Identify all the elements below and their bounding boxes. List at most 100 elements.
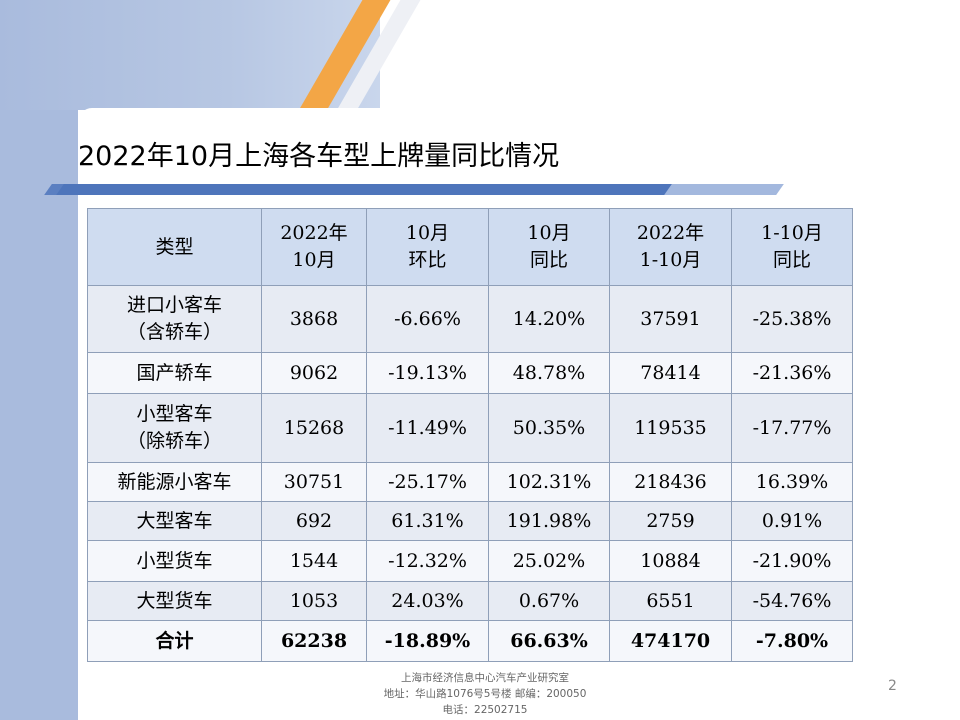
row-value-cell-text: -19.13% (388, 361, 467, 384)
total-label-cell: 合计 (87, 620, 262, 662)
row-value-cell: 15268 (261, 393, 367, 463)
row-value-cell: -21.36% (731, 352, 853, 394)
header-cell-text: 2022年 (280, 222, 348, 244)
row-value-cell-text: 191.98% (506, 509, 592, 532)
row-type-cell: 小型客车 （除轿车） (87, 393, 262, 463)
table-row: 大型货车 1053 24.03% 0.67% 6551 -54.76% (87, 581, 853, 621)
footer-address: 地址：华山路1076号5号楼 邮编：200050 (383, 688, 587, 700)
total-value-cell: 66.63% (488, 620, 610, 662)
header-cell-text-line2: 1-10月 (639, 249, 702, 271)
row-type-cell: 进口小客车 （含轿车） (87, 285, 262, 353)
header-cell-text: 类型 (155, 235, 194, 258)
header-cell: 1-10月 同比 (731, 208, 853, 286)
row-type-cell: 新能源小客车 (87, 462, 262, 502)
row-value-cell-text: 6551 (646, 589, 695, 612)
row-value-cell-text: 1544 (289, 549, 339, 572)
header-cell-text: 10月 (527, 222, 571, 244)
row-value-cell: 692 (261, 501, 367, 541)
page-number: 2 (888, 678, 897, 694)
row-type-cell-text: 新能源小客车 (117, 470, 232, 493)
row-value-cell: 6551 (609, 581, 732, 621)
header-cell-text-line2: 环比 (408, 249, 447, 271)
row-value-cell-text: 14.20% (512, 307, 586, 330)
row-value-cell-text: 37591 (640, 307, 701, 330)
row-value-cell-text: 692 (295, 509, 333, 532)
row-value-cell: 14.20% (488, 285, 610, 353)
row-value-cell: 3868 (261, 285, 367, 353)
row-type-cell: 国产轿车 (87, 352, 262, 394)
slide-title: 2022年10月上海各车型上牌量同比情况 (78, 141, 560, 172)
footer-organization: 上海市经济信息中心汽车产业研究室 (401, 672, 569, 684)
table-row: 大型客车 692 61.31% 191.98% 2759 0.91% (87, 501, 853, 541)
total-value-cell: 474170 (609, 620, 732, 662)
row-value-cell-text: -6.66% (394, 307, 461, 330)
row-value-cell: 218436 (609, 462, 732, 502)
row-type-cell-text-line2: （除轿车） (126, 430, 222, 452)
row-value-cell-text: 0.91% (761, 509, 823, 532)
total-value-cell-text: -7.80% (755, 629, 829, 652)
table-body: 类型 2022年 10月 10月 环比 10月 同比 2022年 1-10月 1-10月 同比 进口小… (87, 208, 853, 662)
row-type-cell-text: 小型客车 (136, 403, 213, 425)
table-row: 进口小客车 （含轿车） 3868 -6.66% 14.20% 37591 -25.38% (87, 285, 853, 353)
header-cell-text: 2022年 (636, 222, 705, 244)
table-total-row: 合计 62238 -18.89% 66.63% 474170 -7.80% (87, 620, 853, 662)
total-value-cell-text: 474170 (630, 629, 711, 652)
row-value-cell: 1053 (261, 581, 367, 621)
row-value-cell-text: 78414 (640, 361, 701, 384)
row-value-cell-text: 24.03% (391, 589, 464, 612)
row-type-cell-text: 大型客车 (136, 509, 213, 532)
row-value-cell: 2759 (609, 501, 732, 541)
row-value-cell-text: 1053 (289, 589, 339, 612)
table-row: 新能源小客车 30751 -25.17% 102.31% 218436 16.39% (87, 462, 853, 502)
row-value-cell: -11.49% (366, 393, 489, 463)
row-value-cell-text: 50.35% (512, 416, 586, 439)
table-row: 小型客车 （除轿车） 15268 -11.49% 50.35% 119535 -17.77% (87, 393, 853, 463)
row-value-cell: 50.35% (488, 393, 610, 463)
row-type-cell: 大型客车 (87, 501, 262, 541)
row-value-cell: -25.17% (366, 462, 489, 502)
title-underline-light (664, 184, 784, 195)
background-left-panel (0, 0, 78, 720)
header-cell: 10月 同比 (488, 208, 610, 286)
row-value-cell-text: -12.32% (388, 549, 467, 572)
header-cell: 类型 (87, 208, 262, 286)
row-value-cell-text: 16.39% (755, 470, 829, 493)
title-underline-bar (56, 184, 676, 195)
row-value-cell: 9062 (261, 352, 367, 394)
row-value-cell: -25.38% (731, 285, 853, 353)
header-cell: 2022年 1-10月 (609, 208, 732, 286)
row-value-cell-text: 0.67% (518, 589, 580, 612)
row-value-cell: 16.39% (731, 462, 853, 502)
registration-table: 类型 2022年 10月 10月 环比 10月 同比 2022年 1-10月 1-10月 同比 进口小… (87, 208, 853, 662)
table-row: 小型货车 1544 -12.32% 25.02% 10884 -21.90% (87, 540, 853, 582)
row-value-cell-text: 48.78% (512, 361, 586, 384)
row-value-cell-text: -25.38% (752, 307, 832, 330)
header-cell-text-line2: 同比 (772, 249, 811, 271)
row-value-cell: -21.90% (731, 540, 853, 582)
row-value-cell-text: 2759 (646, 509, 695, 532)
header-cell: 10月环比 (366, 208, 489, 286)
row-value-cell: -17.77% (731, 393, 853, 463)
row-value-cell-text: 15268 (283, 416, 345, 439)
row-value-cell-text: -17.77% (752, 416, 832, 439)
row-value-cell: -54.76% (731, 581, 853, 621)
row-value-cell: 61.31% (366, 501, 489, 541)
total-value-cell: 62238 (261, 620, 367, 662)
row-value-cell: -12.32% (366, 540, 489, 582)
row-value-cell: 191.98% (488, 501, 610, 541)
row-type-cell-text-line2: （含轿车） (126, 321, 222, 343)
row-value-cell: 25.02% (488, 540, 610, 582)
row-value-cell-text: -54.76% (752, 589, 832, 612)
total-value-cell-text: 66.63% (510, 629, 588, 652)
table-header-row: 类型 2022年 10月 10月 环比 10月 同比 2022年 1-10月 1-10月 同比 (87, 208, 853, 286)
row-value-cell-text: -21.90% (752, 549, 832, 572)
footer-contact: 上海市经济信息中心汽车产业研究室 地址：华山路1076号5号楼 邮编：20005… (340, 670, 630, 718)
row-value-cell: 37591 (609, 285, 732, 353)
row-value-cell: 48.78% (488, 352, 610, 394)
row-type-cell-text: 进口小客车 (126, 294, 222, 316)
header-cell-text: 10月 (405, 222, 450, 244)
row-value-cell-text: 30751 (283, 470, 345, 493)
header-cell: 2022年 10月 (261, 208, 367, 286)
total-value-cell: -18.89% (366, 620, 489, 662)
row-value-cell-text: -21.36% (752, 361, 832, 384)
